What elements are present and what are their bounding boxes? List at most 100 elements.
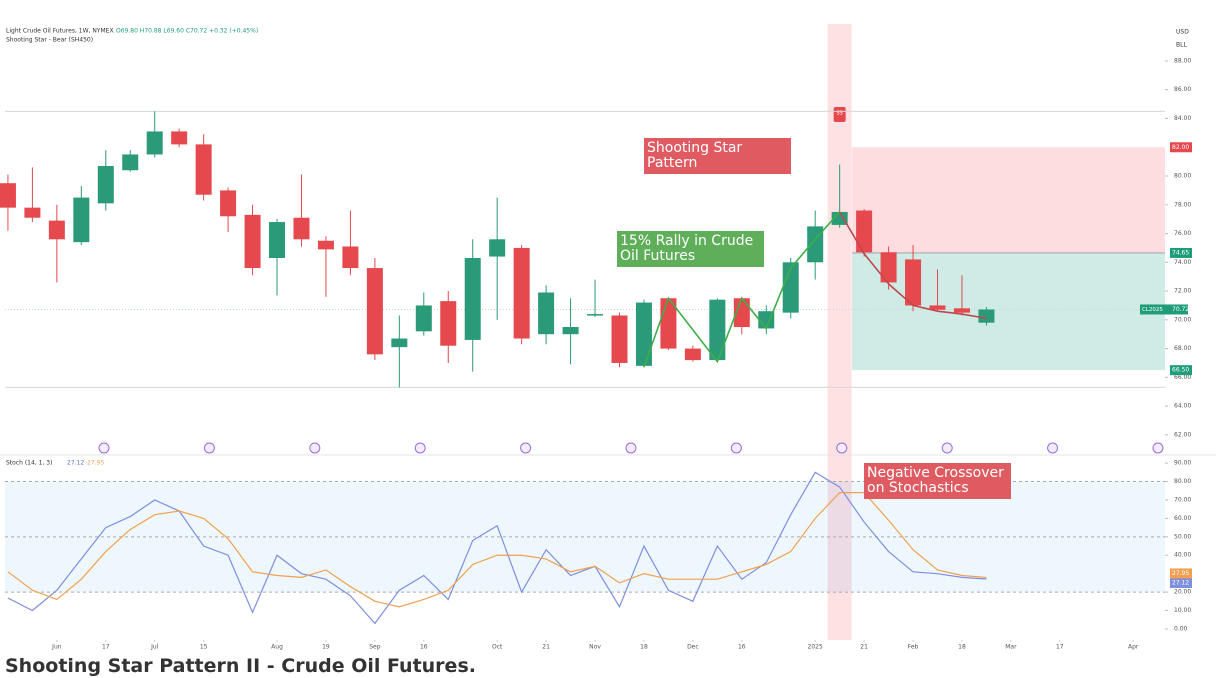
stoch-title: Stoch (14, 1, 3) (6, 460, 52, 467)
event-icon (730, 442, 742, 454)
decline-path (838, 211, 987, 320)
annotation-text: Negative Crossover (867, 465, 1004, 481)
highlight-band (827, 24, 852, 640)
last-price-label: 70.72 (1172, 306, 1189, 313)
y-tick-label: 78.00 (1174, 201, 1191, 208)
annotation-box (617, 231, 764, 267)
candle-body (220, 190, 237, 217)
candle-body (48, 220, 65, 240)
y-tick-label: 60.00 (1174, 515, 1191, 522)
event-icon (203, 442, 215, 454)
x-tick-label: 21 (542, 644, 550, 651)
candle-body (489, 239, 506, 257)
candle-body (0, 183, 16, 208)
candle-body (684, 348, 701, 361)
stoch-line (7, 471, 987, 625)
signal-marker-label: SS (836, 111, 842, 117)
x-tick-label: Jul (150, 644, 159, 651)
rally-path (643, 211, 841, 368)
y-tick-label: 64.00 (1174, 403, 1191, 410)
candle-body (782, 262, 799, 313)
x-tick-label: 19 (322, 644, 330, 651)
candle-body (195, 144, 212, 195)
x-tick-label: Jun (51, 644, 62, 651)
price-badge-label: 27.12 (1172, 579, 1189, 586)
price-badge (1170, 365, 1192, 376)
candle-body (122, 154, 139, 171)
y-tick-label: 76.00 (1174, 230, 1191, 237)
event-icon (625, 442, 637, 454)
price-badge (1170, 247, 1192, 258)
annotation-text: Pattern (647, 155, 697, 171)
candle-body (293, 217, 310, 240)
candle-body (978, 309, 995, 323)
y-tick-label: 50.00 (1174, 533, 1191, 540)
price-badge-label: 82.00 (1172, 144, 1189, 151)
event-icon (520, 442, 532, 454)
candle-body (709, 299, 726, 361)
ohlc-text: O69.80 H70.88 L69.60 C70.72 +0.32 (+0.45… (116, 28, 258, 35)
last-price-badge (1140, 304, 1188, 315)
annotation-text: 15% Rally in Crude (620, 233, 753, 249)
candle-body (611, 315, 628, 363)
candle-body (733, 298, 750, 328)
candle-body (269, 222, 286, 258)
price-badge (1170, 142, 1192, 153)
candle-body (366, 268, 383, 355)
candle-body (146, 131, 163, 155)
target-zone (852, 252, 1165, 371)
x-tick-label: Feb (908, 644, 919, 651)
y-tick-label: 10.00 (1174, 607, 1191, 614)
caption: Shooting Star Pattern II - Crude Oil Fut… (5, 655, 476, 677)
candle-body (391, 338, 408, 348)
event-icon (309, 442, 321, 454)
candle-body (317, 240, 334, 250)
event-icon (98, 442, 110, 454)
candle-body (562, 327, 579, 335)
x-tick-label: 21 (860, 644, 868, 651)
x-tick-label: 16 (420, 644, 428, 651)
y-tick-label: 70.00 (1174, 496, 1191, 503)
candle-body (953, 308, 970, 313)
candle-body (538, 292, 555, 335)
candle-body (856, 210, 873, 253)
y-tick-label: 70.00 (1174, 316, 1191, 323)
y-tick-label: 90.00 (1174, 460, 1191, 467)
candle-body (24, 207, 41, 218)
y-tick-label: 80.00 (1174, 173, 1191, 180)
candle-body (97, 165, 114, 204)
x-tick-label: 18 (958, 644, 966, 651)
event-icon (414, 442, 426, 454)
candle-body (635, 302, 652, 366)
x-tick-label: Sep (369, 644, 381, 651)
x-tick-label: 16 (738, 644, 746, 651)
annotation-text: Shooting Star (647, 140, 742, 156)
candle-body (513, 247, 530, 339)
chart: Light Crude Oil Futures, 1W, NYMEX O69.8… (0, 24, 1216, 651)
candle-body (415, 305, 432, 332)
price-badge-label: 27.95 (1172, 570, 1189, 577)
signal-marker (833, 107, 846, 122)
annotation-text: Oil Futures (620, 248, 695, 264)
stoch-line (7, 491, 987, 608)
candle-body (880, 252, 897, 283)
y-tick-label: 84.00 (1174, 115, 1191, 122)
y-tick-label: 0.00 (1174, 625, 1188, 632)
candle-body (244, 214, 261, 269)
x-tick-label: Mar (1005, 644, 1017, 651)
event-icon (836, 442, 848, 454)
unit: BLL (1176, 42, 1187, 49)
y-tick-label: 66.00 (1174, 374, 1191, 381)
x-tick-label: Oct (492, 644, 503, 651)
y-tick-label: 62.00 (1174, 431, 1191, 438)
candle-body (831, 211, 848, 225)
y-tick-label: 20.00 (1174, 589, 1191, 596)
y-tick-label: 40.00 (1174, 552, 1191, 559)
candle-body (905, 259, 922, 306)
x-tick-label: Dec (687, 644, 699, 651)
event-icon (1047, 442, 1059, 454)
x-tick-label: Apr (1128, 644, 1139, 651)
stoch-d-value: 27.95 (87, 460, 104, 467)
y-tick-label: 80.00 (1174, 478, 1191, 485)
